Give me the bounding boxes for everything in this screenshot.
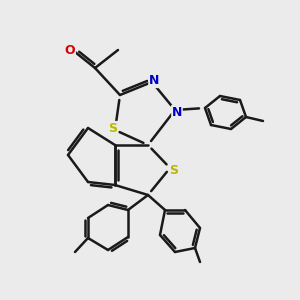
Text: S: S [169,164,178,176]
Text: N: N [149,74,159,88]
Text: S: S [109,122,118,134]
Text: N: N [172,106,182,118]
Text: O: O [65,44,75,56]
